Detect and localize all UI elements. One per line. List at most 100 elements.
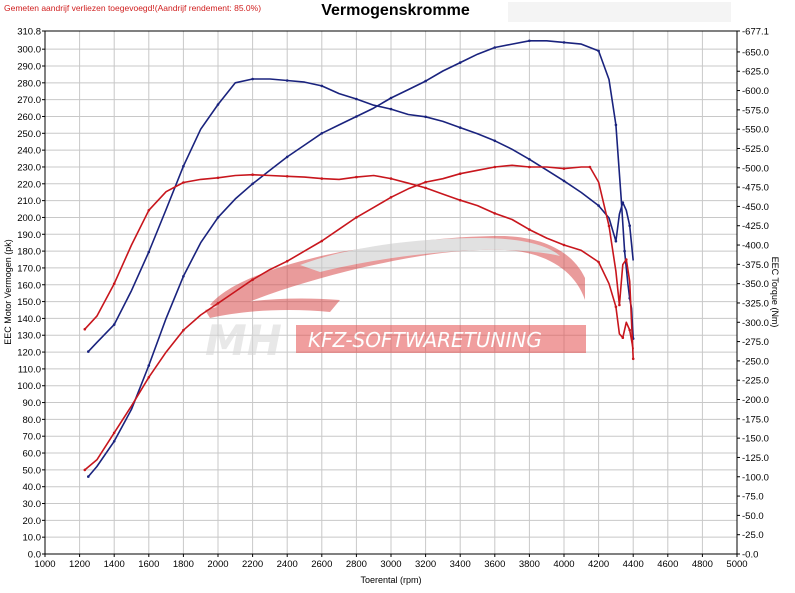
axis-ticks: 1000 1200 1400 1600 1800 2000 2200 2400 2600 2800…: [17, 27, 769, 571]
x-tick-label: 4200: [588, 559, 609, 570]
series-point: [424, 115, 427, 119]
series-point: [621, 201, 625, 204]
series-point: [355, 115, 358, 118]
y-left-tick-label: 100.0: [17, 381, 41, 392]
x-tick-label: 1200: [69, 559, 90, 570]
series-line-3: [84, 164, 634, 471]
y-right-tick-label: -350.0: [742, 279, 769, 290]
series-point: [216, 216, 220, 219]
y-left-tick-label: 300.0: [17, 45, 41, 56]
y-right-tick-label: -550.0: [742, 125, 769, 136]
y-right-tick-label: -677.1: [742, 27, 769, 38]
series-point: [147, 250, 151, 254]
y-left-tick-label: 280.0: [17, 78, 41, 89]
y-left-tick-label: 140.0: [17, 314, 41, 325]
header-blank-box: [508, 2, 731, 22]
y-right-tick-label: -250.0: [742, 356, 769, 367]
series-point: [147, 376, 151, 379]
series-point: [618, 303, 621, 307]
series-point: [389, 96, 393, 100]
x-axis-label: Toerental (rpm): [360, 575, 421, 585]
series-point: [528, 165, 531, 169]
series-point: [355, 97, 358, 101]
y-left-tick-label: 290.0: [17, 62, 41, 73]
series-point: [87, 350, 90, 353]
series-point: [623, 249, 626, 253]
y-left-tick-label: 310.8: [17, 27, 41, 38]
y-left-tick-label: 270.0: [17, 95, 41, 106]
watermark-initials: MH: [205, 316, 282, 365]
watermark: MH KFZ-SOFTWARETUNING: [205, 236, 586, 365]
series-point: [83, 327, 87, 331]
x-tick-label: 1800: [173, 559, 194, 570]
series-point: [424, 180, 427, 184]
x-tick-label: 1600: [138, 559, 159, 570]
chart-title: Vermogenskromme: [0, 2, 795, 20]
series-point: [588, 165, 592, 169]
series-point: [614, 123, 618, 127]
y-left-tick-label: 240.0: [17, 146, 41, 157]
series-point: [389, 177, 393, 180]
grid-lines: [45, 31, 737, 554]
series-point: [112, 323, 116, 326]
x-tick-label: 2600: [311, 559, 332, 570]
series-point: [528, 228, 531, 231]
y-left-tick-label: 80.0: [23, 415, 42, 426]
watermark-car-roof: [300, 238, 560, 272]
series-point: [528, 158, 531, 161]
series-point: [216, 176, 220, 180]
y-left-tick-label: 250.0: [17, 129, 41, 140]
series-point: [528, 39, 531, 43]
series-point: [182, 164, 185, 168]
x-tick-label: 3000: [380, 559, 401, 570]
series-point: [147, 364, 151, 367]
y-right-tick-label: -225.0: [742, 376, 769, 387]
series-point: [424, 79, 427, 83]
series-point: [493, 46, 497, 49]
series-point: [597, 49, 600, 53]
y-axis-label-left: EEC Motor Vermogen (pk): [3, 239, 13, 345]
series-point: [389, 196, 393, 199]
series-point: [424, 186, 427, 190]
series-point: [182, 328, 185, 332]
x-tick-label: 3800: [519, 559, 540, 570]
y-left-tick-label: 180.0: [17, 247, 41, 258]
series-point: [320, 177, 324, 180]
y-left-tick-label: 120.0: [17, 348, 41, 359]
series-point: [112, 440, 116, 443]
series-point: [628, 224, 631, 227]
series-point: [607, 224, 611, 228]
y-right-tick-label: -625.0: [742, 67, 769, 78]
y-left-tick-label: 170.0: [17, 263, 41, 274]
x-tick-label: 3400: [450, 559, 471, 570]
y-left-tick-label: 90.0: [23, 398, 42, 409]
watermark-brand: KFZ-SOFTWARETUNING: [308, 328, 542, 352]
y-left-tick-label: 230.0: [17, 162, 41, 173]
y-left-tick-label: 10.0: [23, 533, 42, 544]
series-point: [621, 336, 625, 340]
y-left-tick-label: 40.0: [23, 482, 42, 493]
y-axis-label-right: EEC Torque (Nm): [770, 257, 780, 328]
y-right-tick-label: -450.0: [742, 202, 769, 213]
y-left-tick-label: 190.0: [17, 230, 41, 241]
x-tick-label: 2800: [346, 559, 367, 570]
y-left-tick-label: 70.0: [23, 432, 42, 443]
y-right-tick-label: -375.0: [742, 260, 769, 271]
y-left-tick-label: 160.0: [17, 280, 41, 291]
series-point: [182, 275, 185, 278]
series-point: [216, 302, 220, 305]
series-point: [320, 84, 324, 88]
y-right-tick-label: -150.0: [742, 434, 769, 445]
series-point: [285, 259, 289, 263]
y-right-tick-label: -400.0: [742, 241, 769, 252]
x-tick-label: 4600: [657, 559, 678, 570]
y-right-tick-label: -175.0: [742, 414, 769, 425]
y-right-tick-label: -300.0: [742, 318, 769, 329]
drive-loss-notice: Gemeten aandrijf verliezen toegevoegd!(A…: [4, 3, 262, 13]
y-right-tick-label: -525.0: [742, 144, 769, 155]
y-right-tick-label: -0.0: [742, 550, 758, 561]
y-right-tick-label: -75.0: [742, 492, 764, 503]
series-point: [493, 139, 497, 143]
series-point: [597, 204, 600, 207]
